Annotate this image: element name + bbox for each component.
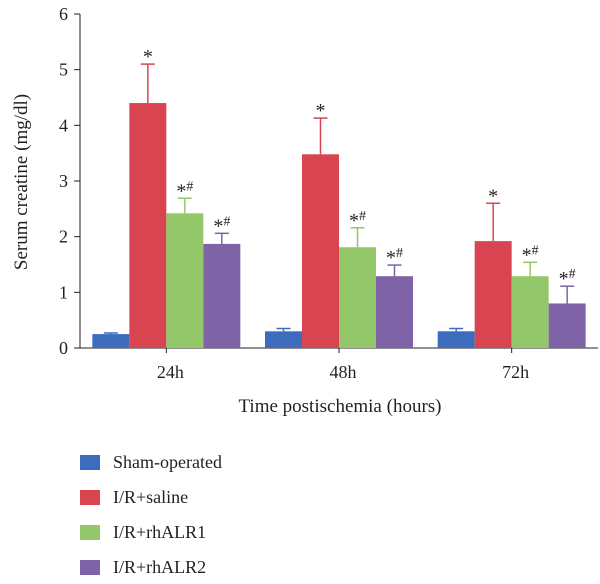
bar [548,303,586,348]
legend-swatch [80,490,100,505]
error-bars [103,63,575,335]
significance-annotation: *# [559,267,576,290]
annotation-mark: * [386,247,396,269]
annotation-superscript: # [569,267,576,282]
legend-item: I/R+rhALR1 [80,522,206,542]
bar [203,243,241,348]
annotation-superscript: # [532,243,539,258]
legend-item: I/R+rhALR2 [80,557,206,577]
y-tick-label: 4 [59,115,68,135]
bar [474,241,512,348]
annotation-superscript: # [223,214,230,229]
bar [92,334,130,348]
bar [302,154,339,348]
legend-swatch [80,455,100,470]
bar [511,276,549,348]
axis-labels: 0 1 2 3 4 5 6 24h 48h 72h [59,4,529,382]
annotation-mark: * [488,185,498,207]
legend-swatch [80,560,100,575]
significance-annotation: * [316,100,326,122]
legend-swatch [80,525,100,540]
significance-annotation: *# [213,214,230,237]
significance-annotation: *# [386,246,403,269]
annotation-mark: * [176,180,186,202]
bars [92,103,586,348]
x-tick-label: 24h [157,362,184,382]
annotation-mark: * [559,268,569,290]
y-tick-label: 0 [59,338,68,358]
bar [375,276,413,348]
significance-annotations: **#*#**#*#**#*# [143,46,576,290]
significance-annotation: *# [176,179,193,202]
bar [265,331,303,348]
annotation-mark: * [522,244,532,266]
annotation-superscript: # [186,179,193,194]
x-tick-label: 72h [502,362,529,382]
bar [129,103,167,348]
bar [437,331,475,348]
y-tick-label: 5 [59,60,68,80]
annotation-mark: * [213,215,223,237]
y-tick-label: 1 [59,282,68,302]
legend-item: I/R+saline [80,487,188,507]
legend-label: I/R+rhALR1 [113,522,206,542]
legend: Sham-operated I/R+saline I/R+rhALR1 I/R+rhA… [80,452,222,577]
annotation-superscript: # [359,209,366,224]
bar [166,213,204,348]
x-tick-label: 48h [330,362,357,382]
legend-label: Sham-operated [113,452,222,472]
x-axis-title: Time postischemia (hours) [238,396,441,417]
y-tick-label: 3 [59,171,68,191]
annotation-mark: * [316,100,326,122]
significance-annotation: *# [349,209,366,232]
legend-label: I/R+saline [113,487,188,507]
legend-item: Sham-operated [80,452,222,472]
bar [339,247,376,348]
significance-annotation: * [143,46,153,68]
legend-label: I/R+rhALR2 [113,557,206,577]
y-axis-title: Serum creatine (mg/dl) [11,94,32,270]
y-tick-label: 2 [59,227,68,247]
significance-annotation: *# [522,243,539,266]
annotation-mark: * [349,210,359,232]
significance-annotation: * [488,185,498,207]
annotation-superscript: # [396,246,403,261]
y-tick-label: 6 [59,4,68,24]
annotation-mark: * [143,46,153,68]
